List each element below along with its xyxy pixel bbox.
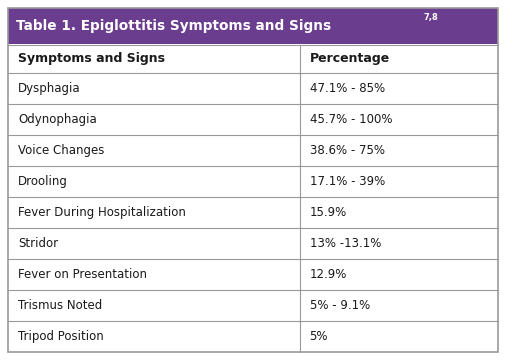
Text: 38.6% - 75%: 38.6% - 75% bbox=[309, 144, 384, 157]
Text: 47.1% - 85%: 47.1% - 85% bbox=[309, 82, 384, 95]
Text: Odynophagia: Odynophagia bbox=[18, 113, 96, 126]
Text: 45.7% - 100%: 45.7% - 100% bbox=[309, 113, 391, 126]
Text: Trismus Noted: Trismus Noted bbox=[18, 299, 102, 312]
Text: Fever on Presentation: Fever on Presentation bbox=[18, 268, 147, 281]
Bar bbox=[8, 321, 497, 352]
Bar bbox=[8, 73, 497, 104]
Bar bbox=[8, 228, 497, 259]
Text: Tripod Position: Tripod Position bbox=[18, 330, 104, 343]
Text: 5% - 9.1%: 5% - 9.1% bbox=[309, 299, 369, 312]
Text: 13% -13.1%: 13% -13.1% bbox=[309, 237, 380, 250]
Bar bbox=[8, 259, 497, 290]
Text: 12.9%: 12.9% bbox=[309, 268, 346, 281]
Text: 17.1% - 39%: 17.1% - 39% bbox=[309, 175, 384, 188]
Text: Stridor: Stridor bbox=[18, 237, 58, 250]
Bar bbox=[8, 135, 497, 166]
Bar bbox=[8, 197, 497, 228]
Text: Dysphagia: Dysphagia bbox=[18, 82, 80, 95]
Text: Voice Changes: Voice Changes bbox=[18, 144, 104, 157]
Bar bbox=[8, 166, 497, 197]
Text: 5%: 5% bbox=[309, 330, 327, 343]
Bar bbox=[8, 104, 497, 135]
Text: 15.9%: 15.9% bbox=[309, 206, 346, 219]
Text: Table 1. Epiglottitis Symptoms and Signs: Table 1. Epiglottitis Symptoms and Signs bbox=[16, 19, 330, 33]
Text: Drooling: Drooling bbox=[18, 175, 68, 188]
Bar bbox=[8, 8, 497, 45]
Bar bbox=[8, 290, 497, 321]
Bar bbox=[8, 45, 497, 73]
Text: Symptoms and Signs: Symptoms and Signs bbox=[18, 52, 165, 65]
Text: Fever During Hospitalization: Fever During Hospitalization bbox=[18, 206, 185, 219]
Text: Percentage: Percentage bbox=[309, 52, 389, 65]
Text: 7,8: 7,8 bbox=[423, 13, 437, 22]
